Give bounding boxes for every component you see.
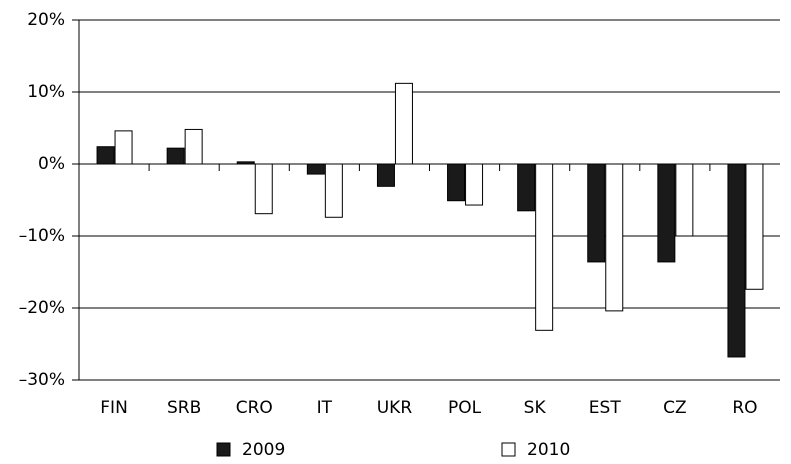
bar [657,163,676,263]
legend-marker [216,442,231,457]
y-tick-label: 10% [27,82,65,102]
x-tick-label: SK [524,398,547,418]
bar [394,82,413,165]
bar [535,163,554,331]
x-tick-label: CZ [663,398,687,418]
x-tick-label: FIN [100,398,128,418]
y-tick-label: –10% [19,226,65,246]
y-tick-label: 0% [38,154,65,174]
legend-label: 2009 [242,440,285,460]
bar [114,130,133,165]
x-tick-label: POL [448,398,482,418]
bar [517,163,536,212]
x-tick-label: UKR [377,398,413,418]
bar [727,163,746,358]
y-tick-label: 20% [27,10,65,30]
x-tick-label: EST [589,398,622,418]
bar [184,128,203,165]
bar [745,163,764,290]
x-tick-label: IT [317,398,333,418]
x-tick-label: CRO [236,398,273,418]
bar [376,163,395,187]
x-tick-label: SRB [167,398,201,418]
bar [254,163,273,215]
legend-label: 2010 [527,440,570,460]
bar [587,163,606,263]
y-tick-label: –20% [19,298,65,318]
y-tick-label: –30% [19,370,65,390]
bar [465,163,484,206]
legend-marker [501,442,516,457]
bar [605,163,624,312]
bar [324,163,343,218]
bar [447,163,466,202]
bar [675,163,694,237]
bar [166,147,185,165]
bar [306,163,325,175]
x-tick-label: RO [732,398,757,418]
bar [96,146,115,165]
